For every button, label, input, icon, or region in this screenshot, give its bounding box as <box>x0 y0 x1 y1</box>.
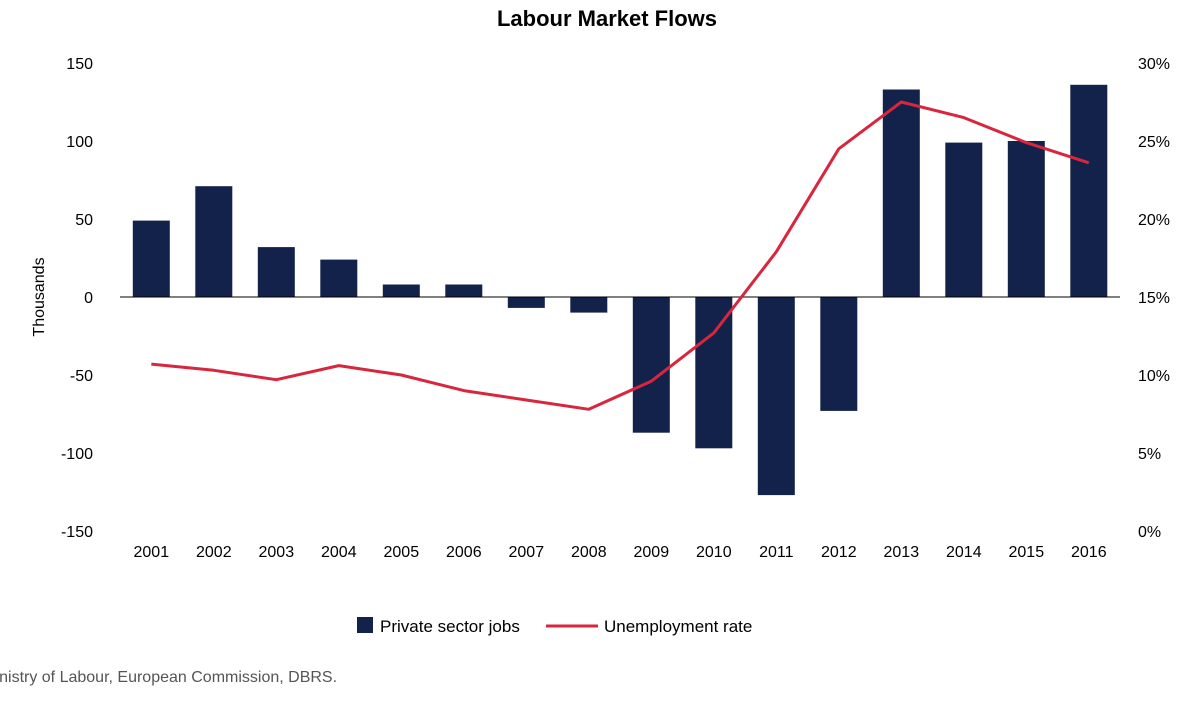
x-tick-label-2003: 2003 <box>259 544 295 561</box>
bar-2006 <box>445 284 483 297</box>
x-tick-label-2004: 2004 <box>321 544 357 561</box>
bar-2008 <box>570 297 608 313</box>
y2-tick-label-10pct: 10% <box>1138 368 1170 385</box>
legend: Private sector jobs Unemployment rate <box>357 617 752 636</box>
y2-tick-label-30pct: 30% <box>1138 56 1170 73</box>
x-tick-label-2013: 2013 <box>884 544 920 561</box>
y-axis-left: 150 100 50 0 -50 -100 -150 <box>61 56 93 541</box>
bar-2016 <box>1070 84 1108 297</box>
bar-2003 <box>257 247 295 297</box>
legend-label-private-sector-jobs: Private sector jobs <box>380 617 520 636</box>
y2-tick-label-20pct: 20% <box>1138 212 1170 229</box>
x-tick-label-2009: 2009 <box>634 544 670 561</box>
bar-2005 <box>382 284 420 297</box>
x-tick-label-2005: 2005 <box>384 544 420 561</box>
y-tick-label--50: -50 <box>70 368 93 385</box>
x-tick-label-2016: 2016 <box>1071 544 1107 561</box>
x-tick-label-2006: 2006 <box>446 544 482 561</box>
y2-tick-label-0pct: 0% <box>1138 524 1161 541</box>
y-tick-label-50: 50 <box>75 212 93 229</box>
x-tick-label-2010: 2010 <box>696 544 732 561</box>
bar-2007 <box>507 297 545 308</box>
x-tick-label-2001: 2001 <box>134 544 170 561</box>
unemployment-rate-line <box>151 100 1090 411</box>
legend-label-unemployment-rate: Unemployment rate <box>604 617 752 636</box>
x-tick-label-2011: 2011 <box>759 544 794 561</box>
bar-2014 <box>945 142 983 297</box>
y-tick-label-0: 0 <box>84 290 93 307</box>
y-tick-label--100: -100 <box>61 446 93 463</box>
x-tick-label-2014: 2014 <box>946 544 982 561</box>
x-tick-label-2002: 2002 <box>196 544 232 561</box>
x-tick-label-2015: 2015 <box>1009 544 1045 561</box>
x-tick-label-2007: 2007 <box>509 544 545 561</box>
bar-2009 <box>632 297 670 433</box>
bar-2004 <box>320 259 358 297</box>
y-tick-label--150: -150 <box>61 524 93 541</box>
y-axis-title: Thousands <box>31 257 48 336</box>
bar-2012 <box>820 297 858 411</box>
y2-tick-label-25pct: 25% <box>1138 134 1170 151</box>
y-axis-right: 30% 25% 20% 15% 10% 5% 0% <box>1138 56 1170 541</box>
source-note: linistry of Labour, European Commission,… <box>0 669 338 686</box>
y-tick-label-100: 100 <box>66 134 93 151</box>
x-axis: 2001 2002 2003 2004 2005 2006 2007 2008 2009 2010… <box>134 544 1107 561</box>
bar-2013 <box>882 89 920 297</box>
bar-2001 <box>132 220 170 297</box>
line-group <box>151 100 1090 411</box>
x-tick-label-2012: 2012 <box>821 544 857 561</box>
bar-2011 <box>757 297 795 496</box>
y-tick-label-150: 150 <box>66 56 93 73</box>
y2-tick-label-5pct: 5% <box>1138 446 1161 463</box>
chart-title: Labour Market Flows <box>496 6 718 31</box>
bars-group <box>132 84 1108 496</box>
bar-2015 <box>1007 141 1045 297</box>
bar-2002 <box>195 186 233 297</box>
bar-2010 <box>695 297 733 449</box>
x-tick-label-2008: 2008 <box>571 544 607 561</box>
y2-tick-label-15pct: 15% <box>1138 290 1170 307</box>
legend-swatch-private-sector-jobs <box>357 617 373 633</box>
